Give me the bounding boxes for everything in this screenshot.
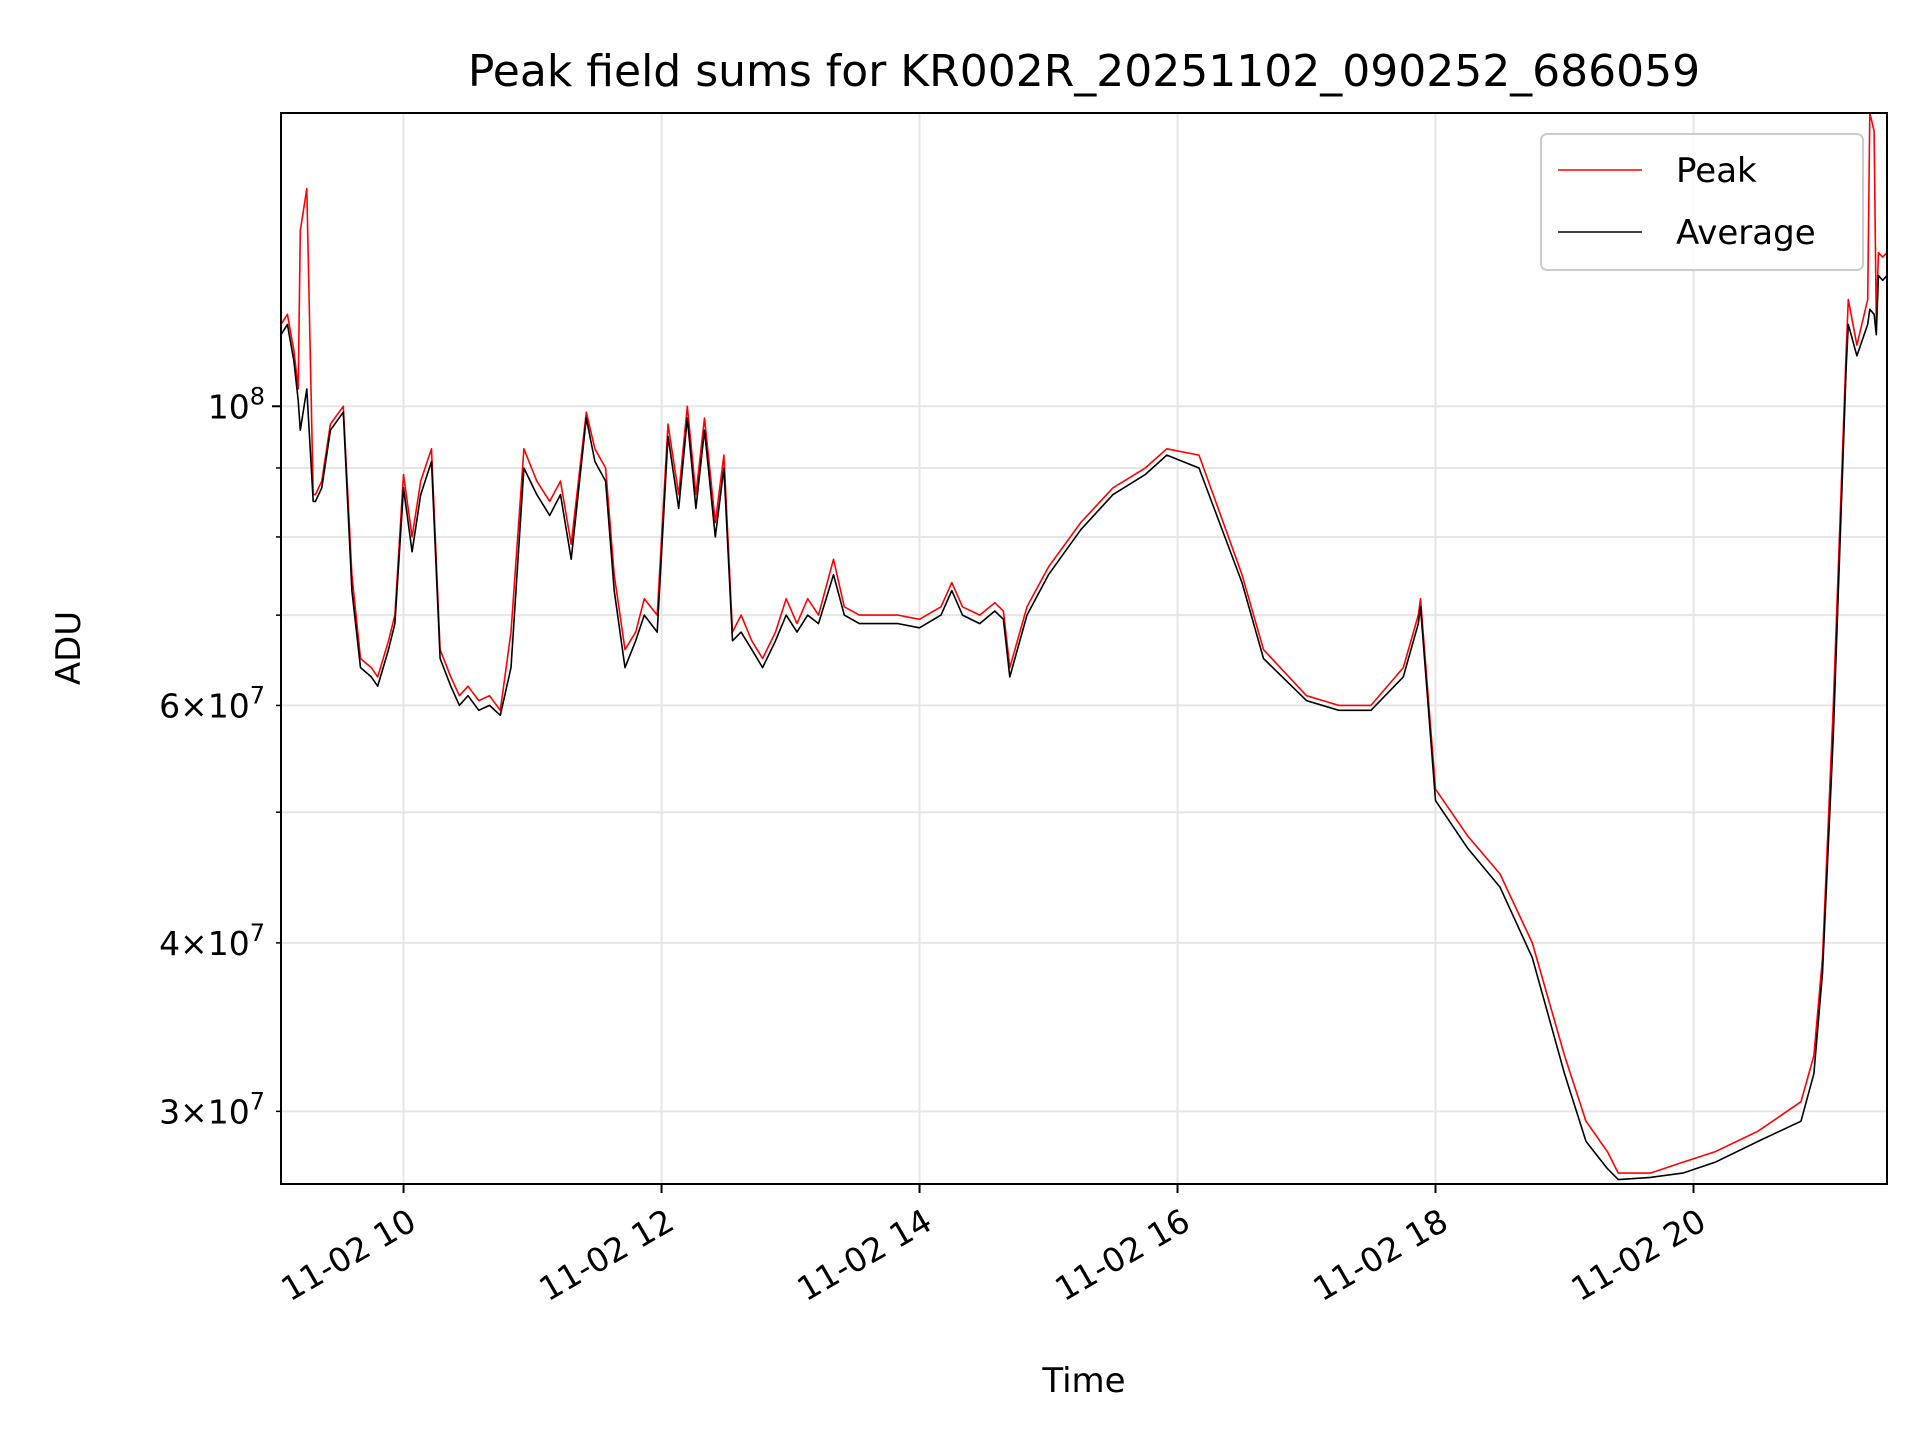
x-axis-label: Time (1041, 1361, 1125, 1401)
y-tick-label: 108 (208, 382, 265, 426)
chart-title: Peak field sums for KR002R_20251102_0902… (468, 46, 1700, 97)
y-axis-label: ADU (49, 611, 89, 685)
plot-area-frame (280, 112, 1888, 1185)
y-tick-label: 4×107 (159, 919, 265, 963)
series-line-average (280, 274, 1888, 1181)
legend-box (1540, 133, 1864, 271)
series-line-peak (280, 112, 1888, 1174)
legend-peak-label: Peak (1676, 151, 1757, 191)
grid (281, 113, 1887, 1184)
y-tick-label: 6×107 (159, 681, 265, 725)
y-tick-label: 3×107 (159, 1087, 265, 1131)
series-lines (280, 112, 1888, 1181)
legend: Peak Average (1540, 133, 1864, 271)
legend-average-label: Average (1676, 213, 1816, 253)
y-axis: 108 3×107 4×107 6×107 (159, 382, 281, 1131)
